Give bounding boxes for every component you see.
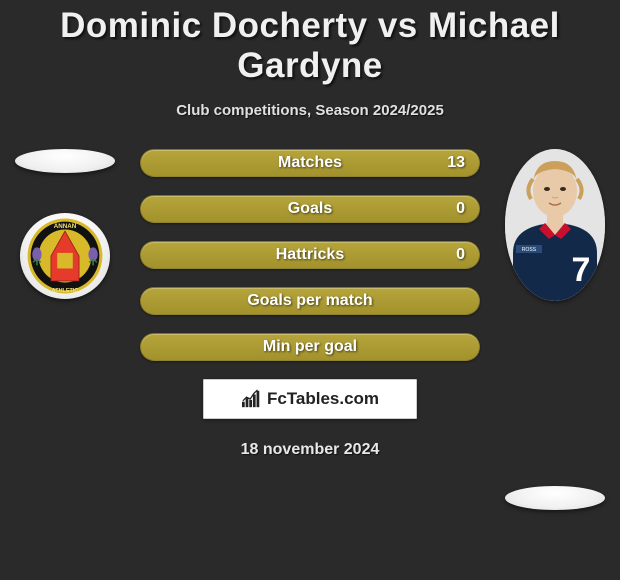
fctables-logo-icon bbox=[241, 389, 263, 409]
stat-value-right: 13 bbox=[447, 154, 465, 172]
stat-bar-min-per-goal: Min per goal bbox=[140, 333, 480, 361]
stat-bar-goals: Goals 0 bbox=[140, 195, 480, 223]
date-text: 18 november 2024 bbox=[140, 441, 480, 459]
stat-label: Hattricks bbox=[276, 246, 344, 264]
stat-bar-hattricks: Hattricks 0 bbox=[140, 241, 480, 269]
svg-text:ATHLETIC: ATHLETIC bbox=[52, 288, 79, 294]
player-portrait-icon: ROSS 7 bbox=[505, 149, 605, 301]
stat-value-right: 0 bbox=[456, 200, 465, 218]
right-player-column: ROSS 7 bbox=[500, 149, 610, 510]
stat-label: Goals per match bbox=[247, 292, 372, 310]
stat-label: Min per goal bbox=[263, 338, 357, 356]
page-title: Dominic Docherty vs Michael Gardyne bbox=[0, 0, 620, 86]
subtitle: Club competitions, Season 2024/2025 bbox=[0, 102, 620, 119]
stat-label: Goals bbox=[288, 200, 332, 218]
svg-text:ROSS: ROSS bbox=[522, 247, 537, 253]
right-club-placeholder-oval bbox=[505, 486, 605, 510]
svg-text:7: 7 bbox=[572, 251, 591, 289]
stat-bar-goals-per-match: Goals per match bbox=[140, 287, 480, 315]
brand-box: FcTables.com bbox=[203, 379, 417, 419]
annan-athletic-logo-icon: ANNAN ATHLETIC bbox=[26, 217, 104, 295]
brand-text: FcTables.com bbox=[267, 389, 379, 409]
right-player-photo: ROSS 7 bbox=[505, 149, 605, 301]
stat-bar-matches: Matches 13 bbox=[140, 149, 480, 177]
stat-value-right: 0 bbox=[456, 246, 465, 264]
left-player-column: ANNAN ATHLETIC bbox=[10, 149, 120, 299]
svg-text:ANNAN: ANNAN bbox=[54, 223, 77, 230]
stat-label: Matches bbox=[278, 154, 342, 172]
stat-bars: Matches 13 Goals 0 Hattricks 0 Goals per… bbox=[140, 149, 480, 459]
left-player-placeholder-oval bbox=[15, 149, 115, 173]
left-club-logo: ANNAN ATHLETIC bbox=[20, 213, 110, 299]
